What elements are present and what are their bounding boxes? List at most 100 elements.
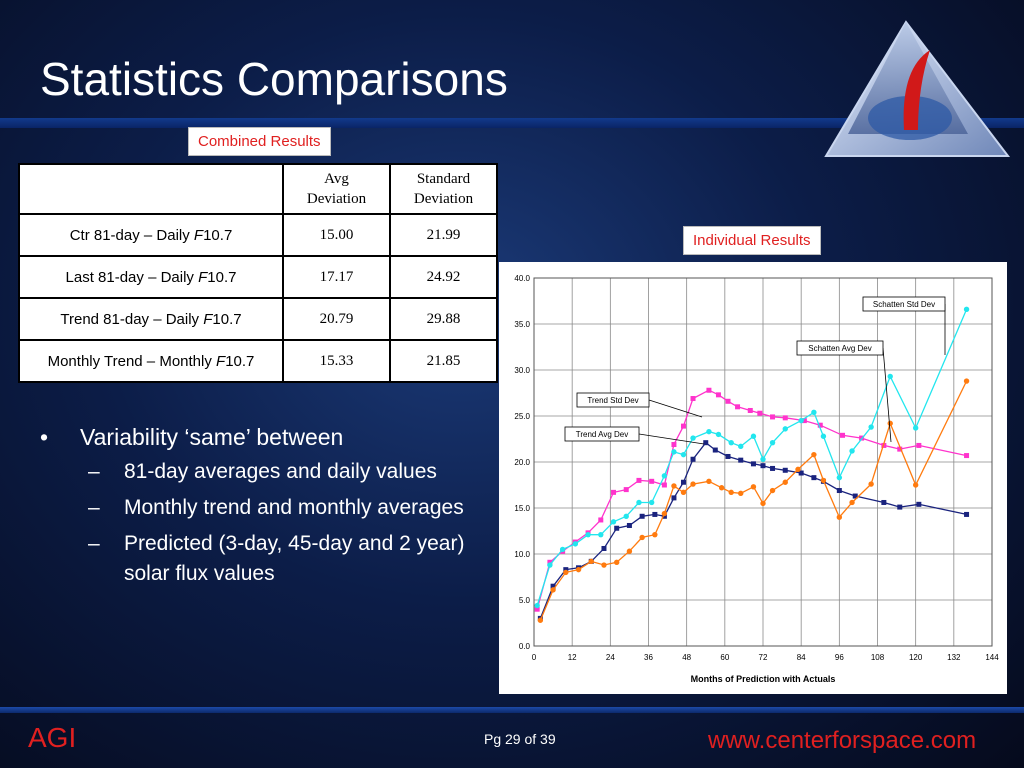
data-point [738, 443, 744, 450]
data-point [598, 531, 604, 538]
data-point [636, 499, 642, 506]
chart-panel: 0.0 5.0 10.0 15.0 20.0 25.0 30.0 35.0 40.0 0 12 24 3… [499, 262, 1007, 694]
data-point [601, 562, 607, 568]
annotation-label: Schatten Avg Dev [808, 344, 871, 353]
data-point [703, 440, 709, 446]
data-point [623, 513, 629, 519]
data-point [852, 493, 858, 499]
data-point [680, 479, 686, 485]
data-point [782, 479, 788, 485]
data-point [547, 559, 553, 565]
x-tick-label: 108 [871, 653, 885, 662]
table-header-standard-deviation: Standard Deviation [389, 163, 498, 215]
x-tick-label: 132 [947, 653, 961, 662]
x-tick-label: 120 [909, 653, 923, 662]
x-tick-label: 72 [759, 653, 768, 662]
row-label: Trend 81-day – Daily F10.7 [18, 297, 284, 341]
row-label: Ctr 81-day – Daily F10.7 [18, 213, 284, 257]
table-header-row: Avg Deviation Standard Deviation [18, 163, 498, 215]
data-point [750, 461, 756, 467]
data-point [912, 425, 919, 431]
data-point [690, 435, 696, 441]
y-tick-label: 35.0 [514, 320, 530, 329]
avg-deviation-cell: 20.79 [282, 297, 391, 341]
data-point [706, 428, 712, 435]
data-point [623, 487, 629, 493]
data-point [639, 534, 645, 541]
data-point [661, 473, 668, 479]
x-tick-label: 60 [720, 653, 729, 662]
series-line-3 [536, 309, 968, 606]
data-point [887, 373, 893, 380]
footer-url-link[interactable]: www.centerforspace.com [708, 727, 977, 754]
bullet-dot-icon: • [40, 424, 49, 450]
data-point [798, 417, 804, 424]
data-point [836, 514, 843, 520]
pyramid-logo-icon [824, 20, 1011, 157]
data-point [811, 409, 817, 416]
avg-deviation-cell: 15.00 [282, 213, 391, 257]
table-row: Last 81-day – Daily F10.7 17.17 24.92 [18, 255, 498, 299]
data-point [661, 482, 667, 488]
data-point [795, 466, 801, 473]
data-point [916, 501, 922, 507]
data-point [715, 392, 721, 398]
footer-agi-text: AGI [28, 722, 77, 753]
data-point [680, 423, 686, 429]
data-point [963, 378, 970, 384]
data-point [648, 499, 655, 506]
data-point [547, 562, 553, 568]
table-row: Monthly Trend – Monthly F10.7 15.33 21.8… [18, 339, 498, 383]
data-point [690, 456, 696, 462]
data-point [690, 396, 696, 402]
callout-leader [638, 433, 705, 445]
data-point [964, 453, 970, 459]
data-point [738, 457, 744, 463]
table-header-empty [18, 163, 284, 215]
header-divider-band [0, 118, 1024, 128]
callout-leader [882, 347, 892, 443]
y-tick-label: 30.0 [514, 366, 530, 375]
data-point [747, 407, 753, 413]
footer-divider-band [0, 707, 1024, 713]
data-point [712, 447, 718, 453]
data-point [760, 500, 766, 507]
bullet-sub: – Monthly trend and monthly averages [40, 493, 490, 523]
row-label: Last 81-day – Daily F10.7 [18, 255, 284, 299]
data-point [661, 513, 667, 519]
dash-icon: – [88, 460, 100, 483]
data-point [897, 446, 903, 452]
callout-box [576, 392, 650, 408]
annotation-label: Trend Avg Dev [576, 430, 628, 439]
data-point [614, 525, 620, 531]
data-point [680, 451, 687, 458]
data-point [811, 475, 817, 481]
data-point [588, 558, 594, 565]
table-row: Trend 81-day – Daily F10.7 20.79 29.88 [18, 297, 498, 341]
data-point [881, 499, 887, 505]
individual-results-label: Individual Results [683, 226, 821, 255]
data-point [782, 467, 788, 473]
y-tick-label: 5.0 [519, 596, 531, 605]
data-point [770, 465, 776, 471]
data-point [916, 442, 922, 448]
x-tick-label: 24 [606, 653, 615, 662]
callout-leader [648, 399, 703, 418]
data-point [690, 481, 696, 487]
data-point [572, 541, 579, 547]
data-point [671, 449, 677, 455]
data-point [537, 617, 544, 623]
data-point [725, 398, 731, 404]
data-point [836, 474, 843, 481]
data-point [725, 453, 731, 459]
data-point [718, 485, 725, 491]
bullet-sub: – Predicted (3-day, 45-day and 2 year) so… [40, 529, 490, 589]
data-point [868, 424, 874, 430]
data-point [680, 489, 687, 496]
data-point [598, 517, 604, 523]
data-point [760, 456, 766, 462]
data-point [601, 545, 607, 551]
data-point [706, 478, 712, 485]
data-point [652, 531, 658, 538]
data-point [649, 478, 655, 484]
